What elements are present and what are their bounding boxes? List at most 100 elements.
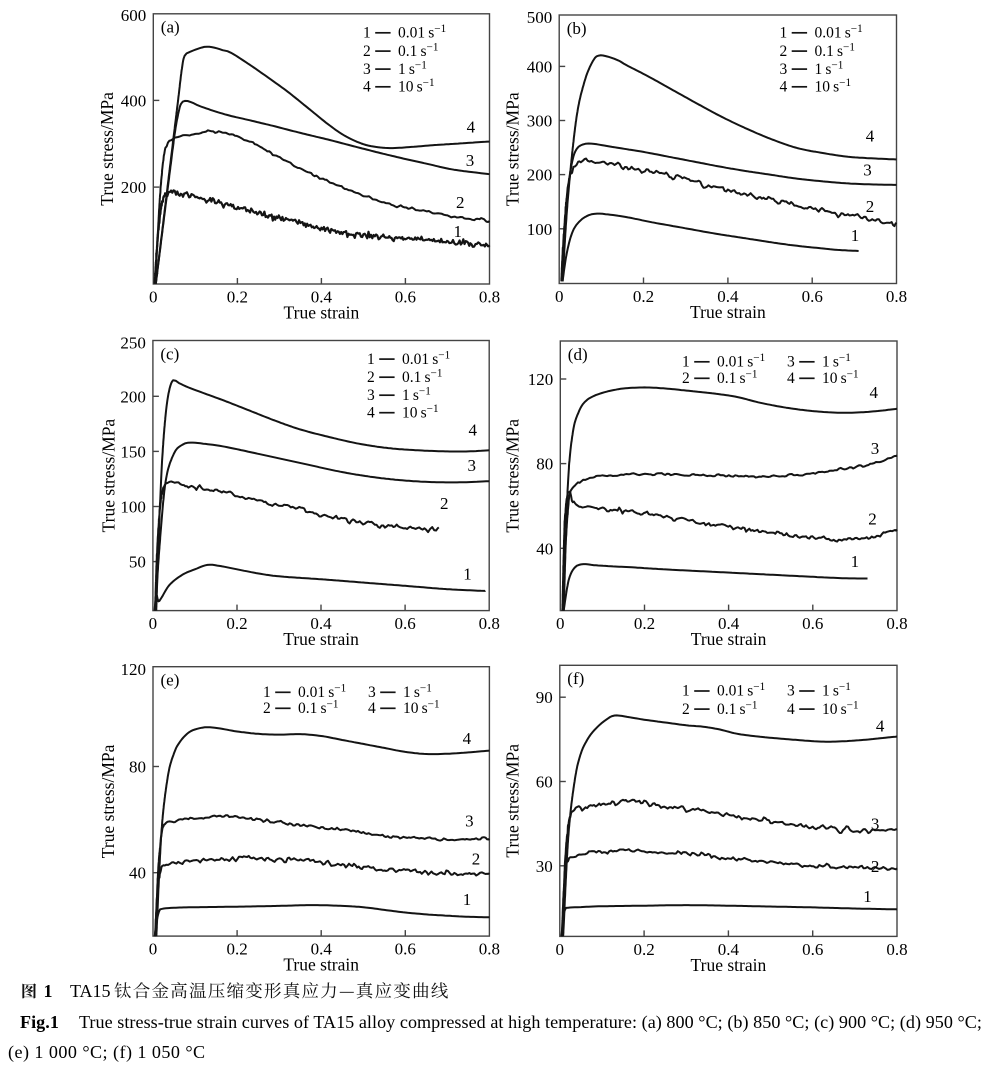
svg-text:1: 1 bbox=[367, 351, 375, 368]
svg-text:0.01 s−1: 0.01 s−1 bbox=[815, 23, 863, 42]
svg-text:0.01 s−1: 0.01 s−1 bbox=[398, 23, 446, 42]
svg-text:4: 4 bbox=[866, 127, 875, 146]
svg-text:True stress/MPa: True stress/MPa bbox=[98, 744, 118, 858]
svg-text:2: 2 bbox=[472, 850, 481, 869]
svg-text:60: 60 bbox=[536, 773, 553, 792]
svg-text:1: 1 bbox=[463, 564, 472, 583]
svg-text:200: 200 bbox=[120, 387, 146, 406]
svg-text:0.8: 0.8 bbox=[479, 288, 500, 307]
svg-text:True strain: True strain bbox=[283, 629, 359, 649]
svg-text:0.01 s−1: 0.01 s−1 bbox=[717, 352, 765, 371]
svg-text:90: 90 bbox=[536, 688, 553, 707]
svg-text:2: 2 bbox=[868, 509, 877, 528]
svg-text:0.4: 0.4 bbox=[311, 940, 333, 959]
svg-text:0.6: 0.6 bbox=[802, 287, 823, 306]
svg-text:1: 1 bbox=[44, 981, 53, 1001]
svg-text:400: 400 bbox=[527, 57, 553, 76]
svg-text:3: 3 bbox=[363, 61, 371, 78]
svg-text:120: 120 bbox=[121, 660, 147, 679]
svg-text:True strain: True strain bbox=[691, 955, 767, 975]
svg-text:0.2: 0.2 bbox=[226, 614, 247, 633]
svg-text:True stress/MPa: True stress/MPa bbox=[99, 419, 119, 533]
svg-text:1: 1 bbox=[780, 25, 788, 42]
svg-text:4: 4 bbox=[787, 370, 795, 387]
svg-text:600: 600 bbox=[121, 6, 147, 25]
svg-text:2: 2 bbox=[363, 43, 371, 60]
svg-text:4: 4 bbox=[363, 79, 371, 96]
svg-text:2: 2 bbox=[456, 193, 465, 212]
svg-text:1: 1 bbox=[851, 552, 860, 571]
svg-text:100: 100 bbox=[120, 498, 146, 517]
svg-text:2: 2 bbox=[866, 197, 875, 216]
svg-text:(f): (f) bbox=[567, 669, 584, 688]
svg-text:1: 1 bbox=[863, 887, 872, 906]
svg-text:0.6: 0.6 bbox=[395, 288, 416, 307]
svg-text:120: 120 bbox=[528, 370, 554, 389]
svg-text:0: 0 bbox=[555, 287, 564, 306]
svg-text:0: 0 bbox=[556, 940, 565, 959]
svg-text:0.2: 0.2 bbox=[227, 288, 248, 307]
svg-text:200: 200 bbox=[527, 166, 553, 185]
svg-text:0.8: 0.8 bbox=[479, 614, 500, 633]
svg-text:(c): (c) bbox=[160, 344, 179, 363]
svg-text:0.8: 0.8 bbox=[479, 940, 500, 959]
svg-text:True strain: True strain bbox=[691, 629, 767, 649]
svg-text:3: 3 bbox=[465, 812, 474, 831]
svg-text:0.4: 0.4 bbox=[718, 614, 740, 633]
svg-text:2: 2 bbox=[871, 857, 880, 876]
svg-text:(d): (d) bbox=[568, 345, 588, 364]
svg-text:0.01 s−1: 0.01 s−1 bbox=[402, 349, 450, 368]
svg-text:1: 1 bbox=[682, 354, 690, 371]
svg-text:True strain: True strain bbox=[283, 955, 359, 975]
svg-text:0.2: 0.2 bbox=[633, 287, 654, 306]
svg-text:True stress/MPa: True stress/MPa bbox=[503, 744, 523, 858]
svg-text:1: 1 bbox=[453, 222, 462, 241]
svg-text:3: 3 bbox=[468, 456, 477, 475]
svg-text:0.2: 0.2 bbox=[633, 940, 654, 959]
svg-text:0.2: 0.2 bbox=[634, 614, 655, 633]
svg-text:4: 4 bbox=[467, 118, 476, 137]
svg-text:4: 4 bbox=[368, 700, 376, 717]
svg-text:3: 3 bbox=[871, 814, 880, 833]
svg-text:True stress/MPa: True stress/MPa bbox=[97, 92, 117, 206]
svg-text:250: 250 bbox=[120, 333, 146, 352]
svg-text:0.6: 0.6 bbox=[802, 614, 823, 633]
svg-text:2: 2 bbox=[682, 701, 690, 718]
svg-text:2: 2 bbox=[780, 43, 788, 60]
svg-text:3: 3 bbox=[780, 61, 788, 78]
svg-text:True strain: True strain bbox=[690, 302, 766, 322]
svg-text:0.8: 0.8 bbox=[886, 940, 907, 959]
svg-text:2: 2 bbox=[263, 700, 271, 717]
svg-text:4: 4 bbox=[367, 404, 375, 421]
svg-text:2: 2 bbox=[682, 370, 690, 387]
svg-text:0.4: 0.4 bbox=[310, 614, 332, 633]
svg-text:400: 400 bbox=[121, 91, 147, 110]
svg-text:True stress/MPa: True stress/MPa bbox=[503, 92, 523, 206]
svg-text:4: 4 bbox=[869, 383, 878, 402]
svg-text:1: 1 bbox=[682, 683, 690, 700]
svg-text:4: 4 bbox=[469, 421, 478, 440]
svg-text:(a): (a) bbox=[161, 18, 180, 37]
svg-text:2: 2 bbox=[440, 494, 449, 513]
svg-text:0.4: 0.4 bbox=[311, 288, 333, 307]
svg-text:300: 300 bbox=[527, 112, 553, 131]
svg-text:150: 150 bbox=[120, 442, 146, 461]
svg-text:3: 3 bbox=[787, 683, 795, 700]
svg-text:4: 4 bbox=[787, 701, 795, 718]
svg-text:100: 100 bbox=[527, 220, 553, 239]
svg-text:30: 30 bbox=[536, 857, 553, 876]
svg-text:0.8: 0.8 bbox=[886, 287, 907, 306]
svg-text:3: 3 bbox=[787, 354, 795, 371]
svg-text:0.8: 0.8 bbox=[886, 614, 907, 633]
svg-text:50: 50 bbox=[129, 553, 146, 572]
svg-text:3: 3 bbox=[871, 439, 880, 458]
svg-text:1: 1 bbox=[463, 890, 472, 909]
svg-text:3: 3 bbox=[863, 161, 872, 180]
svg-text:1: 1 bbox=[263, 684, 271, 701]
svg-text:500: 500 bbox=[527, 8, 553, 27]
svg-text:TA15: TA15 bbox=[70, 981, 111, 1001]
svg-text:0.4: 0.4 bbox=[718, 940, 740, 959]
svg-text:True stress/MPa: True stress/MPa bbox=[503, 419, 523, 533]
svg-text:200: 200 bbox=[121, 178, 147, 197]
svg-text:4: 4 bbox=[780, 79, 788, 96]
